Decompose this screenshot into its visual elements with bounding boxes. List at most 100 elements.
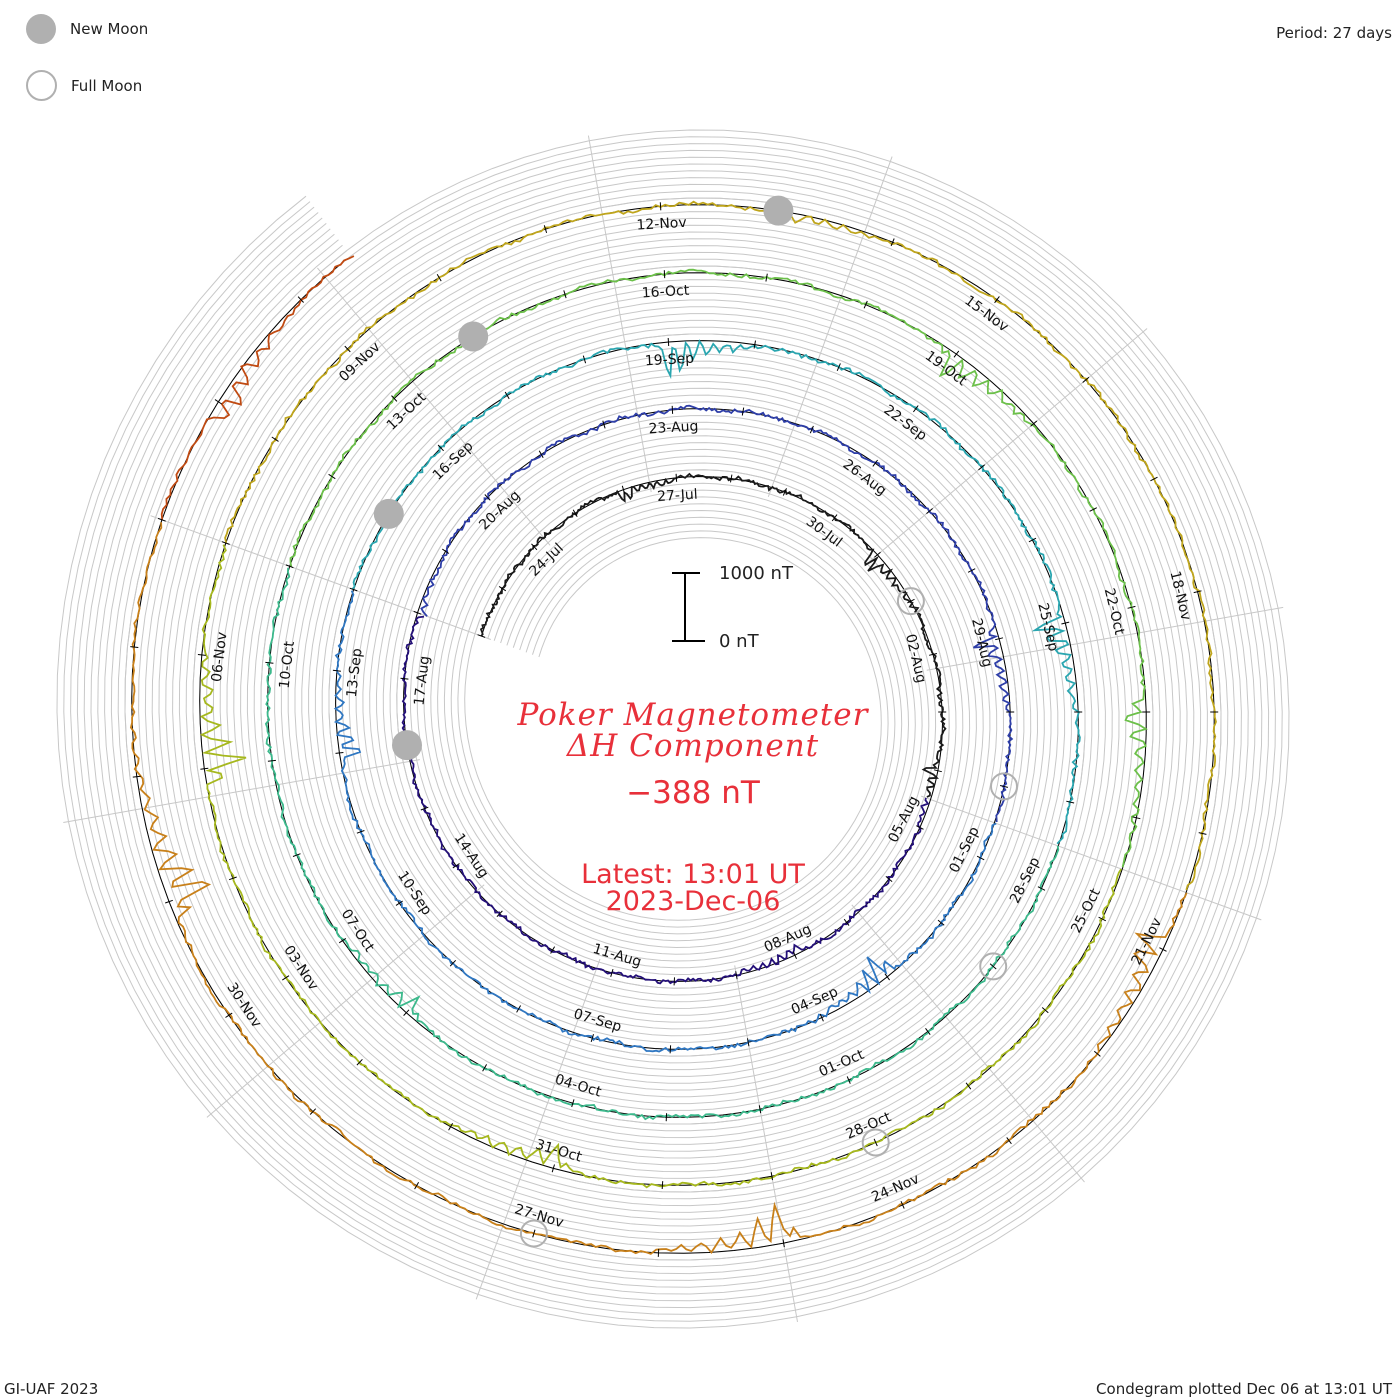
day-tick xyxy=(1082,376,1090,383)
day-tick xyxy=(602,420,606,429)
day-tick xyxy=(1127,605,1136,609)
grid-spoke xyxy=(926,606,1284,671)
day-tick xyxy=(1193,590,1202,594)
data-trace-segment xyxy=(401,615,930,985)
day-tick xyxy=(675,473,678,482)
scale-top-label: 1000 nT xyxy=(719,563,793,584)
day-tick xyxy=(571,1099,575,1108)
new-moon-label: New Moon xyxy=(70,20,149,38)
date-tick-label: 21-Nov xyxy=(1128,915,1165,967)
day-tick xyxy=(925,1028,931,1035)
day-tick xyxy=(747,1038,750,1047)
date-tick-label: 19-Sep xyxy=(644,351,694,370)
day-tick xyxy=(819,1013,824,1022)
new-moon-marker xyxy=(763,195,794,226)
day-tick xyxy=(550,946,556,954)
grid-spiral xyxy=(70,143,1276,1315)
grid-spiral xyxy=(90,163,1256,1295)
day-tick xyxy=(1089,507,1098,512)
day-tick xyxy=(403,1009,410,1016)
grid-spoke xyxy=(869,328,1148,562)
day-tick xyxy=(933,769,942,773)
day-tick xyxy=(531,543,538,551)
day-tick xyxy=(538,450,544,459)
day-tick xyxy=(782,1239,785,1248)
day-tick xyxy=(448,1123,454,1131)
grid-spoke xyxy=(475,958,601,1300)
moon-marker-layer xyxy=(373,195,1018,1248)
day-tick xyxy=(551,1164,555,1173)
data-trace-segment xyxy=(264,567,1060,1121)
day-tick xyxy=(484,494,491,501)
trace-layer xyxy=(129,200,1217,1255)
day-tick xyxy=(792,951,797,960)
date-tick-label: 13-Sep xyxy=(344,647,366,698)
day-tick xyxy=(590,1034,594,1043)
day-tick xyxy=(967,568,976,573)
day-tick xyxy=(563,290,567,299)
day-tick xyxy=(730,474,733,483)
day-tick xyxy=(873,1138,878,1147)
footer-plotted: Condegram plotted Dec 06 at 13:01 UT xyxy=(1096,1380,1392,1398)
day-tick xyxy=(953,350,960,358)
day-tick xyxy=(157,517,166,522)
date-tick-label: 03-Nov xyxy=(280,943,321,994)
day-tick xyxy=(420,806,429,811)
day-tick xyxy=(572,509,578,517)
day-tick xyxy=(890,238,895,247)
day-tick xyxy=(843,918,850,926)
day-tick xyxy=(516,1005,522,1013)
day-tick xyxy=(1061,621,1070,625)
day-tick xyxy=(937,919,945,926)
day-tick xyxy=(477,634,486,638)
day-tick xyxy=(885,876,893,882)
day-tick xyxy=(735,971,738,980)
grid-spiral xyxy=(97,170,1249,1288)
grid-spoke xyxy=(851,904,1085,1183)
day-tick xyxy=(582,355,587,364)
day-tick xyxy=(913,405,919,413)
data-trace-segment xyxy=(351,339,1081,845)
day-tick xyxy=(400,677,409,680)
day-tick xyxy=(884,973,891,981)
day-tick xyxy=(221,541,230,545)
day-tick xyxy=(265,661,274,664)
day-tick xyxy=(496,910,503,918)
day-tick xyxy=(436,273,442,282)
grid-spiral xyxy=(83,156,1263,1302)
day-tick xyxy=(765,273,768,282)
day-tick xyxy=(356,1058,363,1066)
day-tick xyxy=(344,345,351,353)
full-moon-marker xyxy=(861,1128,890,1157)
day-tick xyxy=(449,959,457,967)
day-tick xyxy=(395,900,403,906)
scale-bar xyxy=(672,572,705,642)
day-tick xyxy=(659,202,662,211)
day-tick xyxy=(132,775,141,778)
day-tick xyxy=(349,587,358,592)
grid-spoke xyxy=(150,515,491,640)
full-moon-icon xyxy=(26,70,57,101)
day-tick xyxy=(391,395,398,402)
day-tick xyxy=(414,1181,420,1190)
day-tick xyxy=(831,514,838,522)
day-tick xyxy=(335,752,344,754)
day-tick xyxy=(770,1172,773,1181)
day-tick xyxy=(976,855,985,861)
day-tick xyxy=(994,296,1000,304)
day-tick xyxy=(271,436,279,442)
day-tick xyxy=(667,337,670,347)
grid-spoke xyxy=(587,135,652,493)
day-tick xyxy=(328,473,336,480)
grid-spoke xyxy=(921,795,1262,921)
grid-spiral xyxy=(117,190,1229,1268)
day-tick xyxy=(282,975,290,981)
day-tick xyxy=(758,1105,762,1114)
date-tick-label: 27-Nov xyxy=(513,1201,566,1231)
scale-bottom-label: 0 nT xyxy=(719,631,759,652)
date-tick-label: 11-Aug xyxy=(591,941,643,971)
chart-title: Poker Magnetometer xyxy=(517,697,869,733)
day-tick xyxy=(1132,816,1141,820)
day-tick xyxy=(965,1082,972,1090)
